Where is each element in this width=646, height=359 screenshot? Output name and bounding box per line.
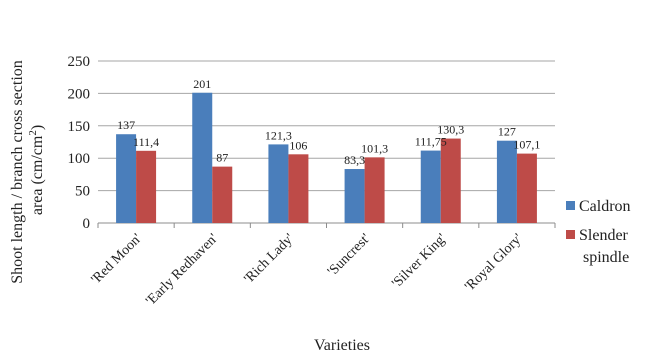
data-label: 87: [216, 151, 228, 165]
bar-slender-spindle: [288, 154, 309, 223]
y-tick-label: 250: [68, 54, 91, 70]
legend-label-slender-line2: spindle: [583, 249, 629, 266]
y-tick-label: 50: [75, 184, 90, 200]
bar-slender-spindle: [516, 153, 537, 223]
x-axis-title: Varieties: [314, 337, 370, 354]
legend-swatch-caldron: [566, 201, 575, 210]
y-axis-title-line1: Shoot length / branch cross section: [9, 60, 26, 284]
bars: [116, 92, 537, 223]
data-label: 83,3: [344, 153, 365, 167]
data-label: 130,3: [437, 123, 464, 137]
y-axis-title-superscript: 2: [27, 130, 39, 136]
data-label: 127: [498, 125, 516, 139]
data-label: 111,4: [133, 135, 159, 149]
x-category-label: 'Rich Lady': [242, 231, 298, 287]
y-tick-label: 150: [68, 119, 91, 135]
data-label: 137: [117, 118, 135, 132]
legend-label-slender-spindle: Slender spindle: [579, 227, 632, 266]
legend: Caldron Slender spindle: [566, 198, 632, 266]
bar-caldron: [496, 140, 517, 223]
gridlines: [97, 60, 556, 228]
x-category-label: 'Royal Glory': [462, 231, 525, 294]
bar-caldron: [192, 92, 213, 223]
x-category-label: 'Silver King': [389, 231, 449, 291]
bar-caldron: [268, 144, 289, 223]
x-axis-categories: 'Red Moon''Early Redhaven' 'Rich Lady' 'Su…: [89, 231, 526, 309]
data-label: 111,75: [415, 135, 447, 149]
y-axis-title: Shoot length / branch cross section area…: [9, 56, 46, 284]
y-axis-title-line2-prefix: area (cm/cm: [29, 135, 46, 215]
bar-slender-spindle: [364, 157, 385, 223]
legend-label-caldron: Caldron: [579, 198, 631, 215]
x-category-label: 'Red Moon': [89, 231, 145, 287]
bar-slender-spindle: [212, 166, 233, 223]
y-tick-label: 0: [83, 216, 91, 232]
x-category-label: 'Suncrest': [325, 231, 373, 279]
data-label: 106: [289, 138, 307, 152]
bar-slender-spindle: [440, 138, 461, 223]
x-category-label: 'Early Redhaven': [143, 231, 221, 309]
bar-slender-spindle: [136, 150, 157, 223]
bar-caldron: [420, 150, 441, 223]
legend-swatch-slender-spindle: [566, 230, 575, 239]
legend-label-slender-line1: Slender: [579, 227, 629, 244]
y-axis-title-line2-suffix: ): [29, 125, 46, 130]
bar-caldron: [344, 169, 365, 223]
y-tick-label: 100: [68, 151, 91, 167]
data-label: 101,3: [361, 141, 388, 155]
data-label: 121,3: [265, 128, 292, 142]
y-tick-label: 200: [68, 86, 91, 102]
bar-caldron: [116, 134, 137, 223]
data-label: 107,1: [513, 138, 540, 152]
y-axis-ticks: 0 50 100 150 200 250: [68, 54, 91, 232]
data-label: 201: [193, 77, 211, 91]
